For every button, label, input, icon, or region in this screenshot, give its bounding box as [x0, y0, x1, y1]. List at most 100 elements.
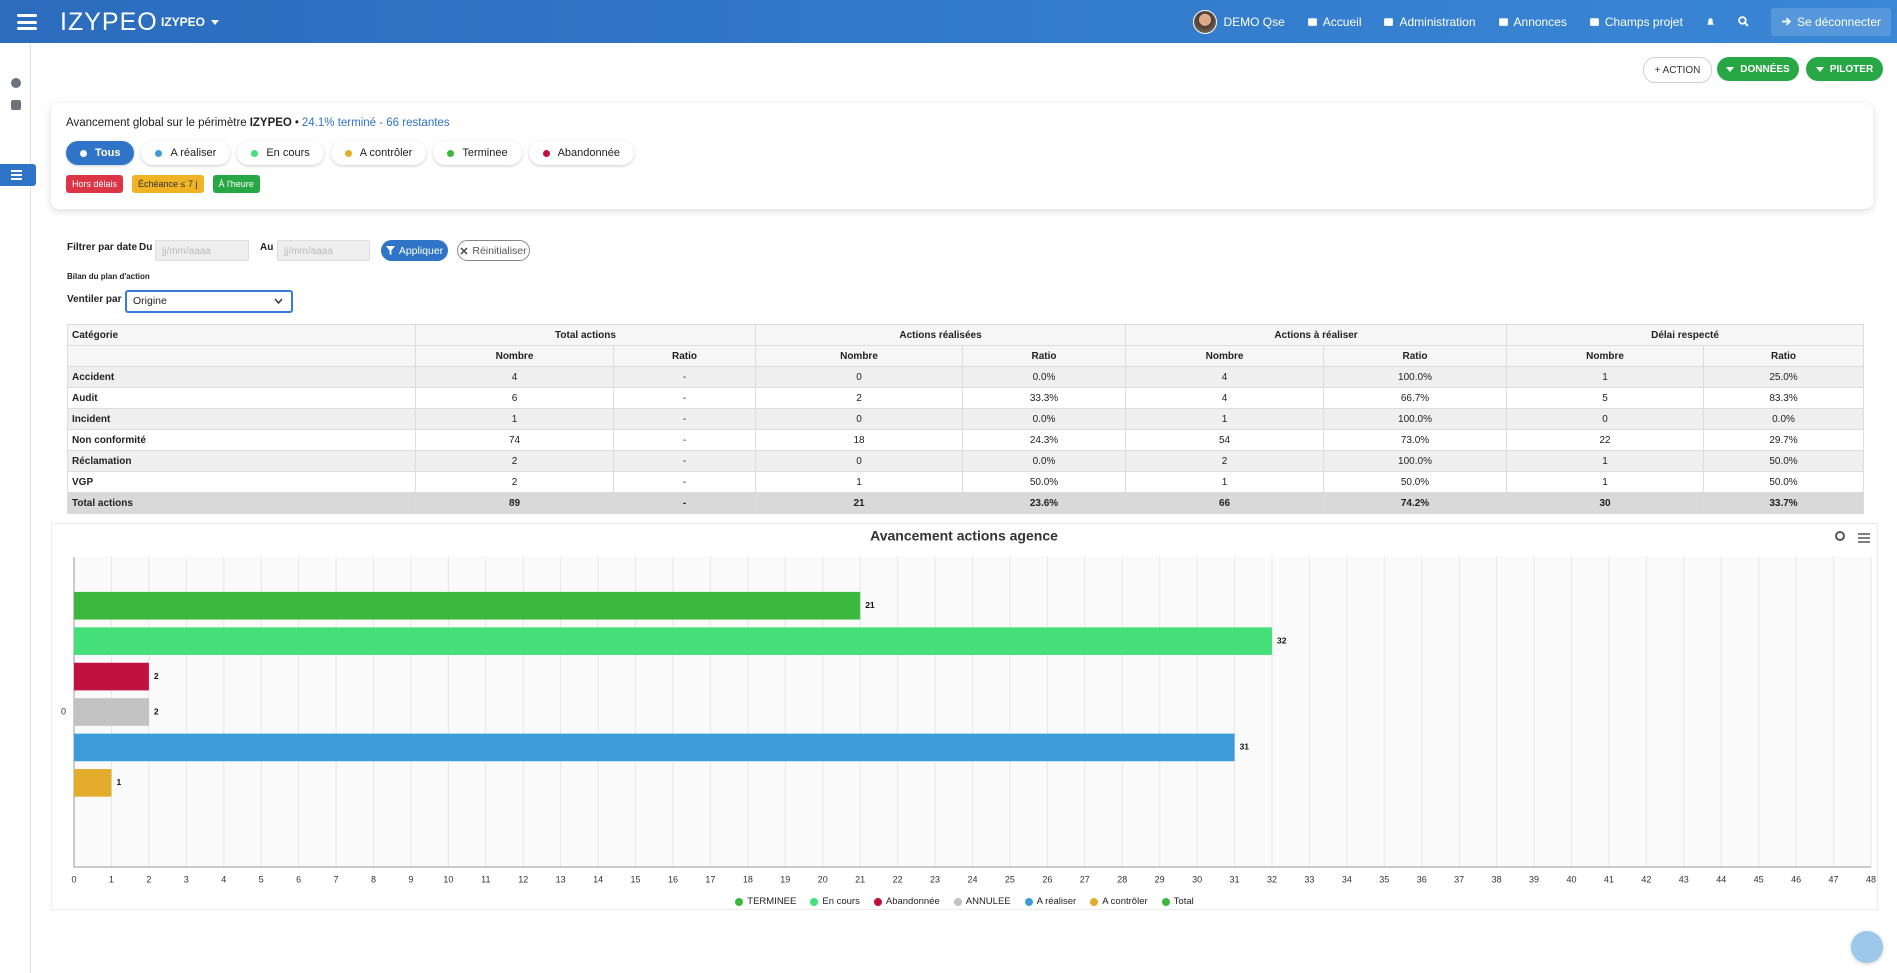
- x-tick-label: 31: [1230, 874, 1240, 884]
- status-dot: [542, 149, 550, 157]
- legend-item[interactable]: A contrôler: [1090, 896, 1148, 907]
- table-cell: 100.0%: [1323, 366, 1508, 388]
- from-label: Du: [139, 242, 153, 253]
- table-cell: -: [613, 492, 756, 514]
- x-tick-label: 36: [1417, 874, 1427, 884]
- x-tick-label: 34: [1342, 874, 1352, 884]
- deadline-badge[interactable]: À l'heure: [212, 175, 260, 193]
- x-tick-label: 9: [408, 874, 413, 884]
- status-label: A réaliser: [170, 147, 217, 159]
- x-tick-label: 43: [1679, 874, 1689, 884]
- filter-icon: [385, 246, 395, 255]
- table-cell: 0: [755, 366, 963, 388]
- nav-link[interactable]: Champs projet: [1589, 15, 1683, 29]
- legend-item[interactable]: Total: [1161, 896, 1194, 907]
- table-cell: -: [613, 366, 756, 388]
- project-name: IZYPEO: [161, 15, 206, 29]
- x-tick-label: 47: [1829, 874, 1839, 884]
- logout-label: Se déconnecter: [1796, 14, 1881, 29]
- status-label: En cours: [266, 147, 310, 159]
- nav-link[interactable]: Accueil: [1307, 15, 1361, 29]
- status-pill[interactable]: Abandonnée: [528, 141, 634, 165]
- logout-button[interactable]: Se déconnecter: [1770, 7, 1891, 36]
- table-cell: 66.7%: [1323, 387, 1508, 409]
- table-row: VGP 2-1 50.0% 1 50.0% 1 50.0%: [67, 471, 1865, 493]
- legend-label: TERMINEE: [747, 896, 797, 907]
- deadline-badge[interactable]: Échéance ≤ 7 j: [132, 175, 204, 193]
- subheader: Nombre: [415, 345, 614, 367]
- status-pill[interactable]: Terminee: [433, 141, 522, 165]
- x-tick-label: 48: [1866, 874, 1876, 884]
- reset-button[interactable]: Réinitialiser: [457, 240, 530, 261]
- nav-links: DEMO Qse Accueil Administration Annonces Ch…: [1193, 0, 1891, 43]
- toolbar-button[interactable]: + ACTION: [1643, 57, 1712, 83]
- breakdown-select[interactable]: Origine: [125, 290, 293, 313]
- legend-item[interactable]: Abandonnée: [873, 896, 940, 907]
- x-tick-label: 4: [221, 874, 226, 884]
- status-dot: [155, 149, 163, 157]
- from-date[interactable]: jj/mm/aaaa: [155, 240, 249, 261]
- table-cell: 100.0%: [1323, 408, 1508, 430]
- legend-swatch: [1090, 897, 1099, 906]
- x-tick-label: 10: [443, 874, 453, 884]
- summary-prefix: Avancement global sur le périmètre: [66, 117, 247, 129]
- nav-link[interactable]: Administration: [1383, 15, 1476, 29]
- x-tick-label: 14: [593, 874, 603, 884]
- subheader: Ratio: [961, 345, 1127, 367]
- status-dot: [80, 149, 87, 157]
- legend-item[interactable]: A réaliser: [1024, 896, 1076, 907]
- status-pill[interactable]: A contrôler: [330, 141, 427, 165]
- to-date[interactable]: jj/mm/aaaa: [277, 240, 370, 261]
- summary-scope: IZYPEO: [249, 117, 292, 129]
- user-name: DEMO Qse: [1223, 14, 1285, 29]
- table-row: Réclamation 2-0 0.0% 2 100.0% 1 50.0%: [67, 450, 1865, 472]
- table-cell: 29.7%: [1703, 429, 1865, 451]
- toolbar-button[interactable]: DONNÉES: [1717, 57, 1799, 81]
- status-pill[interactable]: En cours: [237, 141, 324, 165]
- table-cell: 2: [415, 450, 614, 472]
- legend-item[interactable]: ANNULEE: [953, 896, 1011, 907]
- apply-button[interactable]: Appliquer: [381, 240, 448, 261]
- breakdown-value: Origine: [133, 295, 167, 307]
- nav-link[interactable]: Annonces: [1498, 15, 1567, 29]
- legend-item[interactable]: TERMINEE: [735, 896, 796, 907]
- nav-link-label: Annonces: [1513, 14, 1567, 29]
- status-dot: [447, 149, 455, 157]
- status-pill[interactable]: Tous: [66, 141, 135, 165]
- subheader: Ratio: [1323, 345, 1508, 367]
- dashboard-icon[interactable]: [11, 78, 21, 88]
- legend-item[interactable]: En cours: [810, 896, 860, 907]
- table-cell: 1: [1506, 366, 1705, 388]
- brand-logo[interactable]: IZYPEO: [60, 8, 158, 36]
- deadline-badge[interactable]: Hors délais: [66, 175, 124, 193]
- menu-toggle[interactable]: [17, 14, 37, 30]
- table-row: Incident 1-0 0.0% 1 100.0% 0 0.0%: [67, 408, 1865, 430]
- x-tick-label: 24: [967, 874, 977, 884]
- chart-menu-icon[interactable]: [1858, 533, 1870, 543]
- table-cell: 89: [415, 492, 614, 514]
- chat-button[interactable]: [1851, 931, 1883, 963]
- header-cell: [67, 345, 416, 367]
- user-menu[interactable]: DEMO Qse: [1193, 9, 1285, 34]
- nav-link-label: Champs projet: [1604, 14, 1683, 29]
- status-dot: [344, 149, 352, 157]
- toolbar-button[interactable]: PILOTER: [1806, 57, 1883, 81]
- x-tick-label: 21: [855, 874, 865, 884]
- caret: [1726, 66, 1735, 72]
- header-row: Catégorie Total actions Actions réalisées A…: [67, 324, 1865, 346]
- bar: [74, 698, 149, 726]
- list-icon-active[interactable]: [0, 164, 36, 186]
- project-selector[interactable]: IZYPEO: [161, 15, 220, 29]
- table-cell: 2: [1125, 450, 1325, 472]
- chart-settings-icon[interactable]: [1835, 531, 1845, 541]
- data-label: 31: [1240, 742, 1250, 752]
- summary-separator: •: [294, 117, 299, 129]
- table-cell: Total actions: [67, 492, 416, 514]
- status-dot: [251, 149, 259, 157]
- clipboard-icon[interactable]: [11, 100, 21, 110]
- header-group: Catégorie: [67, 324, 416, 346]
- table-cell: 50.0%: [961, 471, 1127, 493]
- status-pill[interactable]: A réaliser: [141, 141, 231, 165]
- x-tick-label: 27: [1080, 874, 1090, 884]
